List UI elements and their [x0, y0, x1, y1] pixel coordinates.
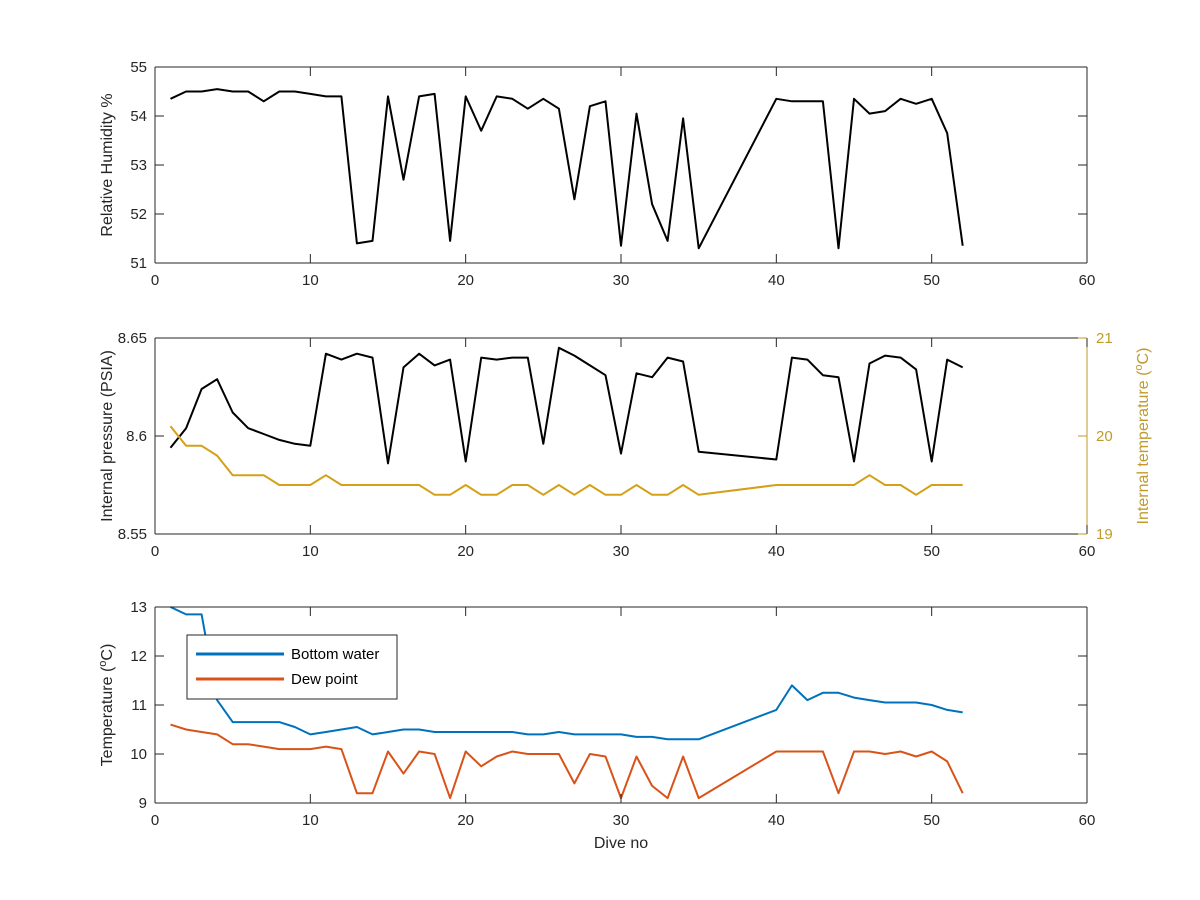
- y-tick-label: 12: [130, 648, 147, 665]
- y-tick-label: 10: [130, 746, 147, 763]
- x-tick-label: 20: [457, 272, 474, 289]
- x-tick-label: 0: [151, 812, 159, 829]
- plot-area: [155, 67, 1087, 263]
- legend-label-bottom-water: Bottom water: [291, 646, 379, 663]
- y-tick-label: 53: [130, 157, 147, 174]
- y2-axis-label: Internal temperature (oC): [1133, 348, 1152, 525]
- y-tick-label: 8.55: [118, 526, 147, 543]
- y2-tick-label: 20: [1096, 428, 1113, 445]
- legend: Bottom water Dew point: [186, 634, 398, 700]
- x-tick-label: 30: [613, 272, 630, 289]
- x-tick-label: 0: [151, 543, 159, 560]
- x-tick-label: 10: [302, 543, 319, 560]
- y-axis-label: Relative Humidity %: [99, 93, 116, 236]
- x-tick-label: 20: [457, 543, 474, 560]
- x-tick-label: 30: [613, 543, 630, 560]
- y-tick-label: 8.65: [118, 330, 147, 347]
- y2-tick-label: 21: [1096, 330, 1113, 347]
- x-tick-label: 30: [613, 812, 630, 829]
- y-tick-label: 8.6: [126, 428, 147, 445]
- plot-3: 0 10 20 30 40 50 60 9 10 11 12 13 Temperature (oC) Di…: [97, 599, 1095, 852]
- x-tick-label: 50: [923, 812, 940, 829]
- y-axis-label: Internal pressure (PSIA): [99, 350, 116, 522]
- y-tick-label: 11: [131, 697, 147, 714]
- y-tick-label: 51: [130, 255, 147, 272]
- x-tick-label: 20: [457, 812, 474, 829]
- series-line-right-axis: [169, 425, 963, 496]
- y-tick-label: 9: [139, 795, 147, 812]
- series-line-left-axis: [170, 88, 964, 250]
- y2-tick-label: 19: [1096, 526, 1113, 543]
- plot-1: 0 10 20 30 40 50 60 51 52 53 54 55 Relative Humidity…: [99, 59, 1095, 289]
- x-tick-label: 10: [302, 272, 319, 289]
- x-tick-label: 10: [302, 812, 319, 829]
- series-line-bottom-water: [170, 606, 963, 741]
- x-tick-label: 40: [768, 543, 785, 560]
- plots: 0 10 20 30 40 50 60 51 52 53 54 55 Relative Humidity…: [97, 59, 1152, 852]
- y-axis-label: Temperature (oC): [97, 644, 116, 767]
- x-tick-label: 60: [1079, 272, 1096, 289]
- y-tick-label: 55: [130, 59, 147, 76]
- x-axis-label: Dive no: [594, 835, 648, 852]
- y-tick-label: 54: [130, 108, 147, 125]
- x-tick-label: 0: [151, 272, 159, 289]
- series-line-left-axis: [169, 346, 964, 465]
- plot-area: [155, 338, 1087, 534]
- y-tick-label: 13: [130, 599, 147, 616]
- legend-label-dew-point: Dew point: [291, 671, 359, 688]
- x-tick-label: 60: [1079, 812, 1096, 829]
- legend-box: [186, 634, 398, 700]
- x-tick-label: 40: [768, 812, 785, 829]
- plot-2: 0 10 20 30 40 50 60 8.55 8.6 8.65 19 20 21 Internal p…: [99, 330, 1152, 560]
- x-tick-label: 50: [923, 272, 940, 289]
- x-tick-label: 50: [923, 543, 940, 560]
- y-tick-label: 52: [130, 206, 147, 223]
- series-line-dew-point: [170, 723, 964, 800]
- x-tick-label: 60: [1079, 543, 1096, 560]
- x-tick-label: 40: [768, 272, 785, 289]
